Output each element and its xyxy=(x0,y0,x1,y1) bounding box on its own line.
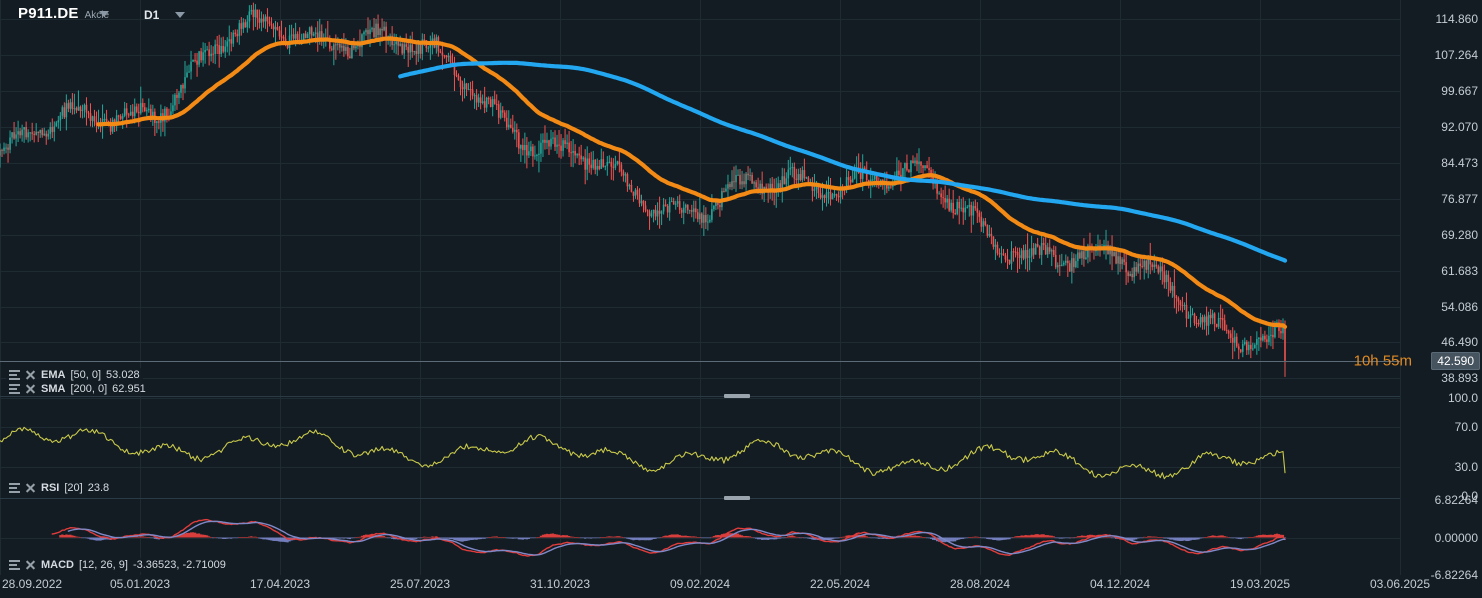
axis-tick-label: 6.82264 xyxy=(1434,493,1478,507)
axis-tick-label: 0.00000 xyxy=(1434,530,1478,545)
axis-tick-label: -6.82264 xyxy=(1430,568,1478,582)
chart-header: P911.DE Akcie D1 xyxy=(0,0,1482,30)
instrument-type-label: Akcie xyxy=(84,10,110,21)
legend-sma-params: [200, 0] xyxy=(70,383,108,395)
current-price-badge[interactable]: 42.590 xyxy=(1431,351,1480,370)
date-tick-label: 04.12.2024 xyxy=(1089,577,1151,591)
date-tick-label: 28.08.2024 xyxy=(949,577,1011,591)
legend-rsi-value: 23.8 xyxy=(87,482,110,494)
axis-tick-label: 76.877 xyxy=(1441,191,1478,206)
legend-ema-value: 53.028 xyxy=(106,369,140,381)
price-axis[interactable]: 114.860 107.264 99.667 92.070 84.473 76.877 69… xyxy=(1400,0,1482,598)
date-tick-label: 09.02.2024 xyxy=(669,577,731,591)
rsi-axis[interactable]: 100.0 70.0 30.0 0.0 xyxy=(1400,0,1482,598)
axis-tick-label: 100.0 xyxy=(1447,391,1478,405)
date-tick-label: 25.07.2023 xyxy=(389,577,451,591)
list-icon[interactable] xyxy=(9,483,20,493)
panel-resize-handle[interactable] xyxy=(724,394,750,398)
legend-sma-name: SMA xyxy=(41,383,66,395)
close-icon[interactable] xyxy=(25,370,36,380)
axis-tick-label: 69.280 xyxy=(1441,227,1478,242)
macd-axis[interactable]: 6.82264 0.00000 -6.82264 xyxy=(1400,0,1482,598)
legend-ema-params: [50, 0] xyxy=(70,369,102,381)
date-tick-label: 22.05.2024 xyxy=(809,577,871,591)
legend-rsi-params: [20] xyxy=(64,482,83,494)
date-tick-label: 19.03.2025 xyxy=(1229,577,1291,591)
legend-sma[interactable]: SMA [200, 0] 62.951 xyxy=(6,382,149,396)
axis-tick-label: 38.893 xyxy=(1441,371,1478,386)
date-tick-label: 03.06.2025 xyxy=(1369,577,1431,591)
close-icon[interactable] xyxy=(25,560,36,570)
axis-tick-label: 107.264 xyxy=(1434,48,1478,63)
legend-macd-name: MACD xyxy=(41,559,74,571)
timeframe-label[interactable]: D1 xyxy=(144,8,160,22)
axis-tick-label: 70.0 xyxy=(1454,420,1478,435)
legend-sma-value: 62.951 xyxy=(112,383,146,395)
legend-ema-name: EMA xyxy=(41,369,66,381)
axis-tick-label: 46.490 xyxy=(1441,335,1478,350)
date-tick-label: 31.10.2023 xyxy=(529,577,591,591)
bar-countdown-label: 10h 55m xyxy=(1353,352,1412,370)
list-icon[interactable] xyxy=(9,384,20,394)
chevron-down-icon[interactable] xyxy=(99,11,109,17)
date-axis[interactable]: 28.09.2022 05.01.2023 17.04.2023 25.07.2023… xyxy=(0,575,1482,598)
axis-tick-label: 61.683 xyxy=(1441,263,1478,278)
axis-tick-label: 54.086 xyxy=(1441,299,1478,314)
legend-macd[interactable]: MACD [12, 26, 9] -3.36523, -2.71009 xyxy=(6,558,229,572)
panel-resize-handle[interactable] xyxy=(724,496,750,500)
legend-rsi[interactable]: RSI [20] 23.8 xyxy=(6,481,113,495)
date-tick-label: 17.04.2023 xyxy=(249,577,311,591)
list-icon[interactable] xyxy=(9,560,20,570)
legend-macd-params: [12, 26, 9] xyxy=(79,559,128,571)
current-price-line xyxy=(0,361,1400,362)
legend-macd-value: -3.36523, -2.71009 xyxy=(132,559,226,571)
axis-tick-label: 84.473 xyxy=(1441,155,1478,170)
axis-tick-label: 114.860 xyxy=(1435,12,1479,27)
list-icon[interactable] xyxy=(9,370,20,380)
axis-tick-label: 99.667 xyxy=(1441,84,1478,99)
axis-tick-label: 30.0 xyxy=(1454,459,1478,474)
date-tick-label: 05.01.2023 xyxy=(109,577,171,591)
legend-ema[interactable]: EMA [50, 0] 53.028 xyxy=(6,368,143,382)
symbol-label: P911.DE xyxy=(18,5,79,22)
axis-tick-label: 92.070 xyxy=(1441,119,1478,134)
chevron-down-icon[interactable] xyxy=(175,12,185,18)
date-tick-label: 28.09.2022 xyxy=(2,577,63,591)
legend-rsi-name: RSI xyxy=(41,482,60,494)
axis-tick-label: 0.0 xyxy=(1461,489,1478,503)
close-icon[interactable] xyxy=(25,483,36,493)
symbol-selector[interactable]: P911.DE Akcie xyxy=(18,5,109,22)
close-icon[interactable] xyxy=(25,384,36,394)
